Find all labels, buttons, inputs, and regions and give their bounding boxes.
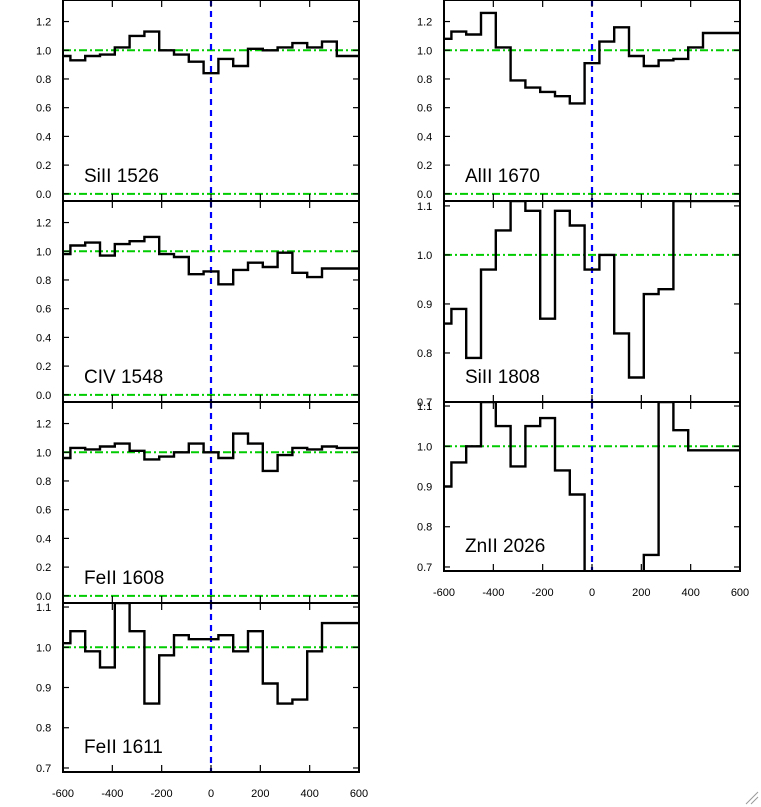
y-tick-label: 1.0 [417, 45, 432, 57]
spectrum-series [444, 201, 740, 379]
y-tick-label: 1.0 [36, 447, 51, 459]
panel-label: ZnII 2026 [465, 536, 545, 557]
spectrum-series [444, 11, 740, 105]
y-tick-label: 0.8 [417, 348, 432, 360]
panel-label: FeII 1611 [84, 737, 163, 758]
y-tick-label: 1.0 [36, 45, 51, 57]
spectrum-series [63, 603, 359, 705]
y-tick-label: 0.0 [36, 591, 51, 603]
y-tick-label: 0.0 [36, 390, 51, 402]
y-tick-label: 1.1 [36, 602, 51, 614]
y-tick-label: 0.7 [417, 562, 432, 574]
x-tick-label: 600 [731, 587, 749, 599]
spectrum-series [63, 432, 359, 473]
y-tick-label: 0.8 [417, 74, 432, 86]
x-tick-label: 200 [632, 587, 650, 599]
y-tick-label: 1.1 [417, 401, 432, 413]
panel-feii-1611: 0.7 0.8 0.9 1.0 1.1 -600 -400 -200 0 200 400 600 FeI… [36, 602, 368, 800]
y-tick-label: 1.0 [36, 642, 51, 654]
panel-label: AlII 1670 [465, 166, 540, 187]
y-tick-label: 0.6 [417, 103, 432, 115]
x-tick-label: -200 [532, 587, 554, 599]
x-tick-label: 400 [300, 788, 318, 800]
panel-civ-1548: 0.0 0.2 0.4 0.6 0.8 1.0 1.2 CIV 1548 [36, 200, 360, 403]
y-tick-label: 1.0 [417, 441, 432, 453]
y-tick-label: 0.8 [36, 723, 51, 735]
y-tick-label: 0.8 [417, 522, 432, 534]
resize-grip-icon[interactable] [745, 791, 759, 805]
y-tick-label: 0.2 [36, 361, 51, 373]
panel-znii-2026: 0.7 0.8 0.9 1.0 1.1 -600 -400 -200 0 200 400 600 ZnI… [417, 401, 749, 599]
y-tick-label: 1.2 [36, 17, 51, 29]
y-tick-label: 1.0 [36, 246, 51, 258]
panel-feii-1608: 0.0 0.2 0.4 0.6 0.8 1.0 1.2 FeII 1608 [36, 401, 360, 604]
x-tick-label: -400 [482, 587, 504, 599]
x-tick-label: 0 [208, 788, 214, 800]
x-tick-label: -200 [151, 788, 173, 800]
panel-label: SiII 1526 [84, 166, 159, 187]
y-tick-label: 0.4 [417, 131, 432, 143]
y-tick-label: 0.4 [36, 131, 51, 143]
y-tick-label: 0.6 [36, 505, 51, 517]
y-tick-label: 0.9 [36, 683, 51, 695]
panel-label: FeII 1608 [84, 568, 164, 589]
y-tick-label: 0.8 [36, 74, 51, 86]
y-tick-label: 0.8 [36, 476, 51, 488]
x-tick-label: -600 [52, 788, 74, 800]
spectrum-series [444, 402, 740, 571]
y-tick-label: 0.8 [36, 275, 51, 287]
x-tick-label: 600 [350, 788, 368, 800]
y-tick-label: 0.7 [417, 397, 432, 409]
y-tick-label: 0.0 [417, 189, 432, 201]
panel-label: SiII 1808 [465, 367, 540, 388]
y-tick-label: 0.2 [417, 160, 432, 172]
y-tick-label: 1.1 [417, 201, 432, 213]
y-tick-label: 1.2 [36, 218, 51, 230]
panel-label: CIV 1548 [84, 367, 163, 388]
panel-alii-1670: 0.0 0.2 0.4 0.6 0.8 1.0 1.2 AlII 1670 [417, 0, 741, 202]
y-tick-label: 0.0 [36, 189, 51, 201]
y-tick-label: 0.9 [417, 482, 432, 494]
x-tick-label: 200 [251, 788, 269, 800]
y-tick-label: 1.2 [417, 17, 432, 29]
panel-siii-1526: 0.0 0.2 0.4 0.6 0.8 1.0 1.2 SiII 1526 [36, 0, 360, 202]
x-tick-label: -600 [433, 587, 455, 599]
spectrum-series [63, 235, 359, 286]
y-tick-label: 0.2 [36, 160, 51, 172]
y-tick-label: 0.2 [36, 562, 51, 574]
y-tick-label: 1.2 [36, 419, 51, 431]
x-tick-label: 0 [589, 587, 595, 599]
panel-siii-1808: 0.7 0.8 0.9 1.0 1.1 SiII 1808 [417, 200, 741, 409]
y-tick-label: 0.6 [36, 103, 51, 115]
spectrum-series [63, 30, 359, 75]
x-tick-label: 400 [681, 587, 699, 599]
y-tick-label: 0.6 [36, 304, 51, 316]
y-tick-label: 0.4 [36, 533, 51, 545]
y-tick-label: 0.7 [36, 763, 51, 775]
y-tick-label: 1.0 [417, 250, 432, 262]
y-tick-label: 0.4 [36, 332, 51, 344]
x-tick-label: -400 [101, 788, 123, 800]
y-tick-label: 0.9 [417, 299, 432, 311]
